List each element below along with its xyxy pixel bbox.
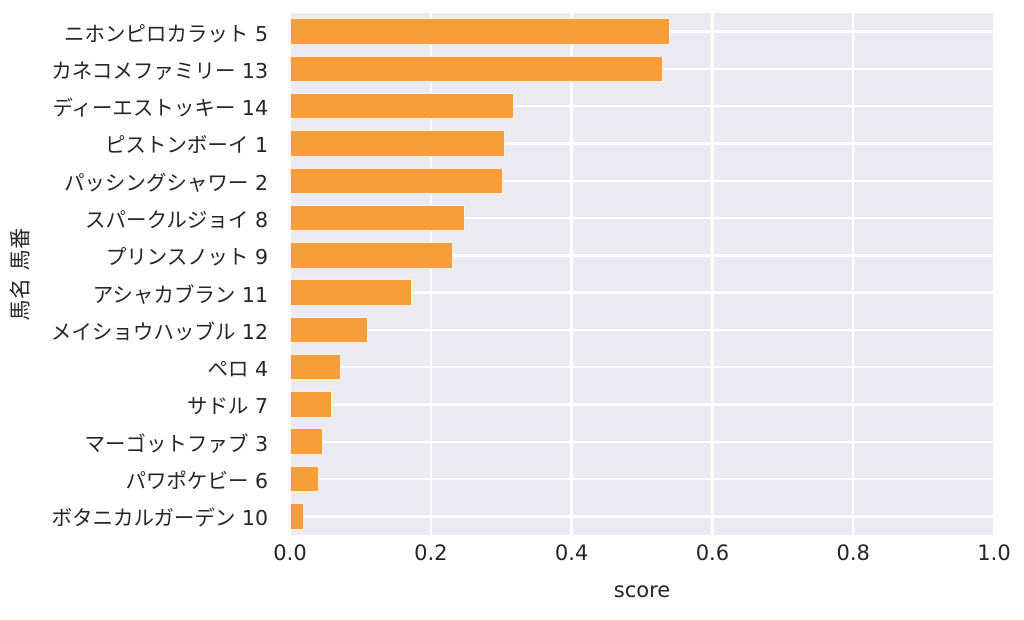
- bar[interactable]: [290, 204, 465, 232]
- y-axis-tick-labels: ニホンピロカラット 5 カネコメファミリー 13 ディーエストッキー 14 ピストンボ…: [34, 13, 278, 535]
- horizontal-gridline: [290, 515, 994, 518]
- bar-row: [290, 50, 994, 87]
- y-axis-tick-label: ピストンボーイ 1: [104, 133, 268, 158]
- y-axis-tick-label: プリンスノット 9: [105, 245, 268, 270]
- horizontal-gridline: [290, 477, 994, 481]
- bar-row: [290, 162, 994, 199]
- bar[interactable]: [290, 55, 664, 83]
- bar[interactable]: [290, 428, 324, 455]
- vertical-gridline: [852, 13, 855, 535]
- x-axis-tick-label: 0.4: [554, 541, 589, 565]
- horizontal-gridline: [290, 328, 994, 332]
- bar-row: [290, 349, 994, 386]
- vertical-gridline: [570, 13, 573, 535]
- horizontal-gridline: [290, 440, 994, 443]
- bar-row: [290, 311, 994, 348]
- bar[interactable]: [290, 316, 369, 344]
- y-axis-tick-label: ニホンピロカラット 5: [63, 21, 268, 46]
- bar-row: [290, 199, 994, 236]
- bar-series: [290, 13, 994, 535]
- bar-row: [290, 274, 994, 311]
- x-axis-tick-label: 0.8: [836, 541, 870, 565]
- horizontal-gridline: [290, 366, 994, 369]
- bar[interactable]: [290, 18, 671, 45]
- bar-row: [290, 498, 994, 535]
- horizontal-gridline: [290, 179, 994, 182]
- vertical-gridline: [429, 13, 432, 535]
- horizontal-gridline: [290, 216, 994, 220]
- bar[interactable]: [290, 465, 319, 493]
- horizontal-gridline: [290, 105, 994, 108]
- y-axis-tick-label: パッシングシャワー 2: [63, 170, 268, 195]
- y-axis-tick-label: サドル 7: [186, 394, 268, 419]
- bar-row: [290, 88, 994, 125]
- horizontal-gridline: [290, 291, 994, 294]
- x-axis-tick-labels: 0.0 0.2 0.4 0.6 0.8 1.0: [273, 541, 1010, 571]
- vertical-gridline: [290, 13, 292, 535]
- bar[interactable]: [290, 353, 341, 381]
- y-axis-tick-label: ペロ 4: [207, 357, 268, 382]
- vertical-gridline: [992, 13, 994, 535]
- horizontal-gridline: [290, 142, 994, 145]
- y-axis-tick-label: メイショウハッブル 12: [50, 319, 268, 344]
- bar-row: [290, 423, 994, 460]
- horizontal-gridline: [290, 403, 994, 406]
- y-axis-tick-label: アシャカブラン 11: [92, 282, 268, 307]
- bar-row: [290, 125, 994, 162]
- bar-row: [290, 386, 994, 423]
- y-axis-tick-label: マーゴットファブ 3: [84, 431, 268, 456]
- y-axis-tick-label: ボタニカルガーデン 10: [51, 506, 269, 531]
- y-axis-tick-label: スパークルジョイ 8: [85, 208, 268, 233]
- bar[interactable]: [290, 503, 305, 530]
- y-axis-tick-label: パワポケビー 6: [125, 469, 268, 494]
- bar[interactable]: [290, 167, 503, 194]
- bar-row: [290, 13, 994, 50]
- x-axis-title: score: [613, 578, 671, 602]
- plot-area: [290, 13, 994, 535]
- bar[interactable]: [290, 130, 505, 157]
- y-axis-title-text: 馬名 馬番: [9, 227, 33, 321]
- x-axis-tick-label: 0.2: [414, 541, 448, 565]
- bar[interactable]: [290, 279, 412, 306]
- bar-row: [290, 237, 994, 274]
- vertical-gridline: [711, 13, 714, 535]
- y-axis-tick-label: ディーエストッキー 14: [52, 96, 268, 121]
- bar[interactable]: [290, 92, 514, 120]
- x-axis-tick-label: 0.0: [273, 541, 307, 565]
- y-axis-tick-label: カネコメファミリー 13: [51, 58, 268, 83]
- bar[interactable]: [290, 391, 333, 418]
- x-axis-tick-label: 1.0: [977, 541, 1011, 565]
- x-axis-tick-label: 0.6: [695, 541, 730, 565]
- horizontal-gridline: [290, 254, 994, 257]
- bar[interactable]: [290, 242, 454, 269]
- bar-row: [290, 460, 994, 497]
